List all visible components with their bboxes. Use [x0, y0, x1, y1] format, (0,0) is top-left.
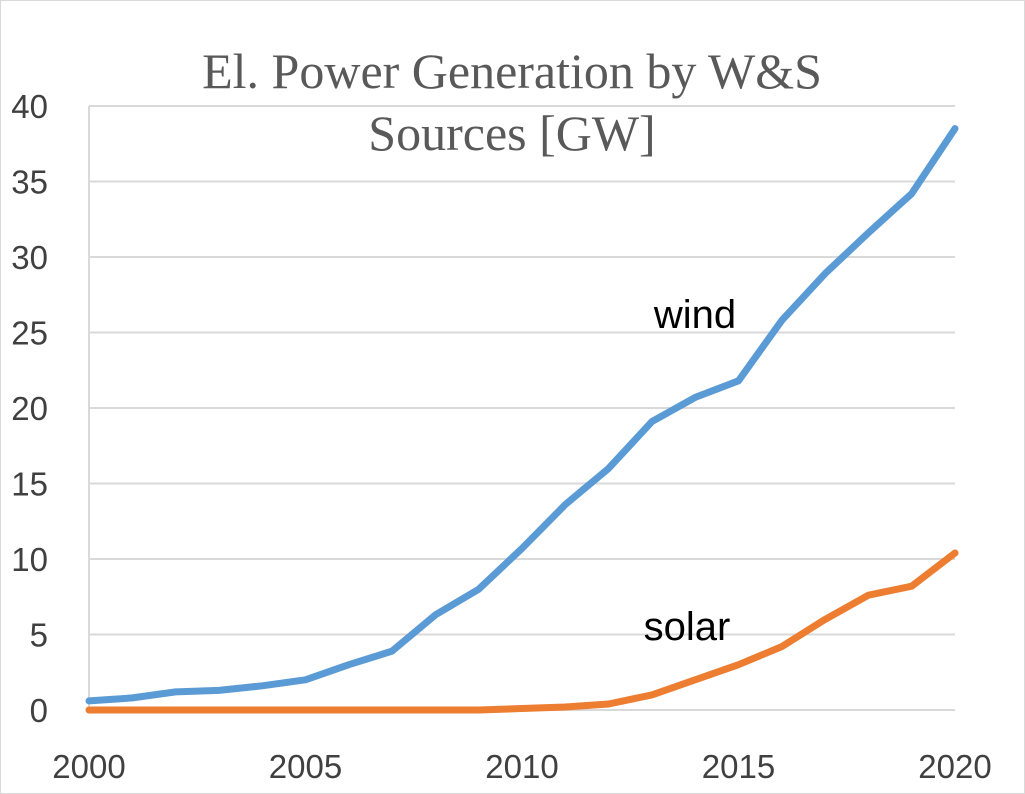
chart-title-line-1: El. Power Generation by W&S — [202, 43, 822, 99]
y-tick-label: 25 — [11, 315, 48, 352]
x-tick-label: 2005 — [269, 748, 342, 785]
y-tick-label: 10 — [11, 541, 48, 578]
tick-labels: 0 5 10 15 20 25 30 35 40 2000 2005 2010 2015 2020 — [11, 88, 991, 785]
y-tick-label: 20 — [11, 390, 48, 427]
series-line-wind — [85, 125, 959, 705]
y-tick-label: 40 — [11, 88, 48, 125]
y-tick-label: 0 — [30, 692, 48, 729]
y-tick-label: 15 — [11, 466, 48, 503]
series-layer — [85, 125, 959, 714]
y-tick-label: 30 — [11, 239, 48, 276]
y-tick-label: 5 — [30, 617, 48, 654]
series-label-solar: solar — [644, 605, 731, 649]
x-tick-label: 2010 — [485, 748, 558, 785]
y-tick-label: 35 — [11, 164, 48, 201]
chart-title-line-2: Sources [GW] — [368, 105, 655, 161]
x-tick-label: 2015 — [702, 748, 775, 785]
x-tick-label: 2000 — [52, 748, 125, 785]
gridlines — [89, 105, 955, 636]
series-line-solar — [85, 549, 959, 714]
series-label-wind: wind — [653, 293, 736, 337]
x-tick-label: 2020 — [918, 748, 991, 785]
